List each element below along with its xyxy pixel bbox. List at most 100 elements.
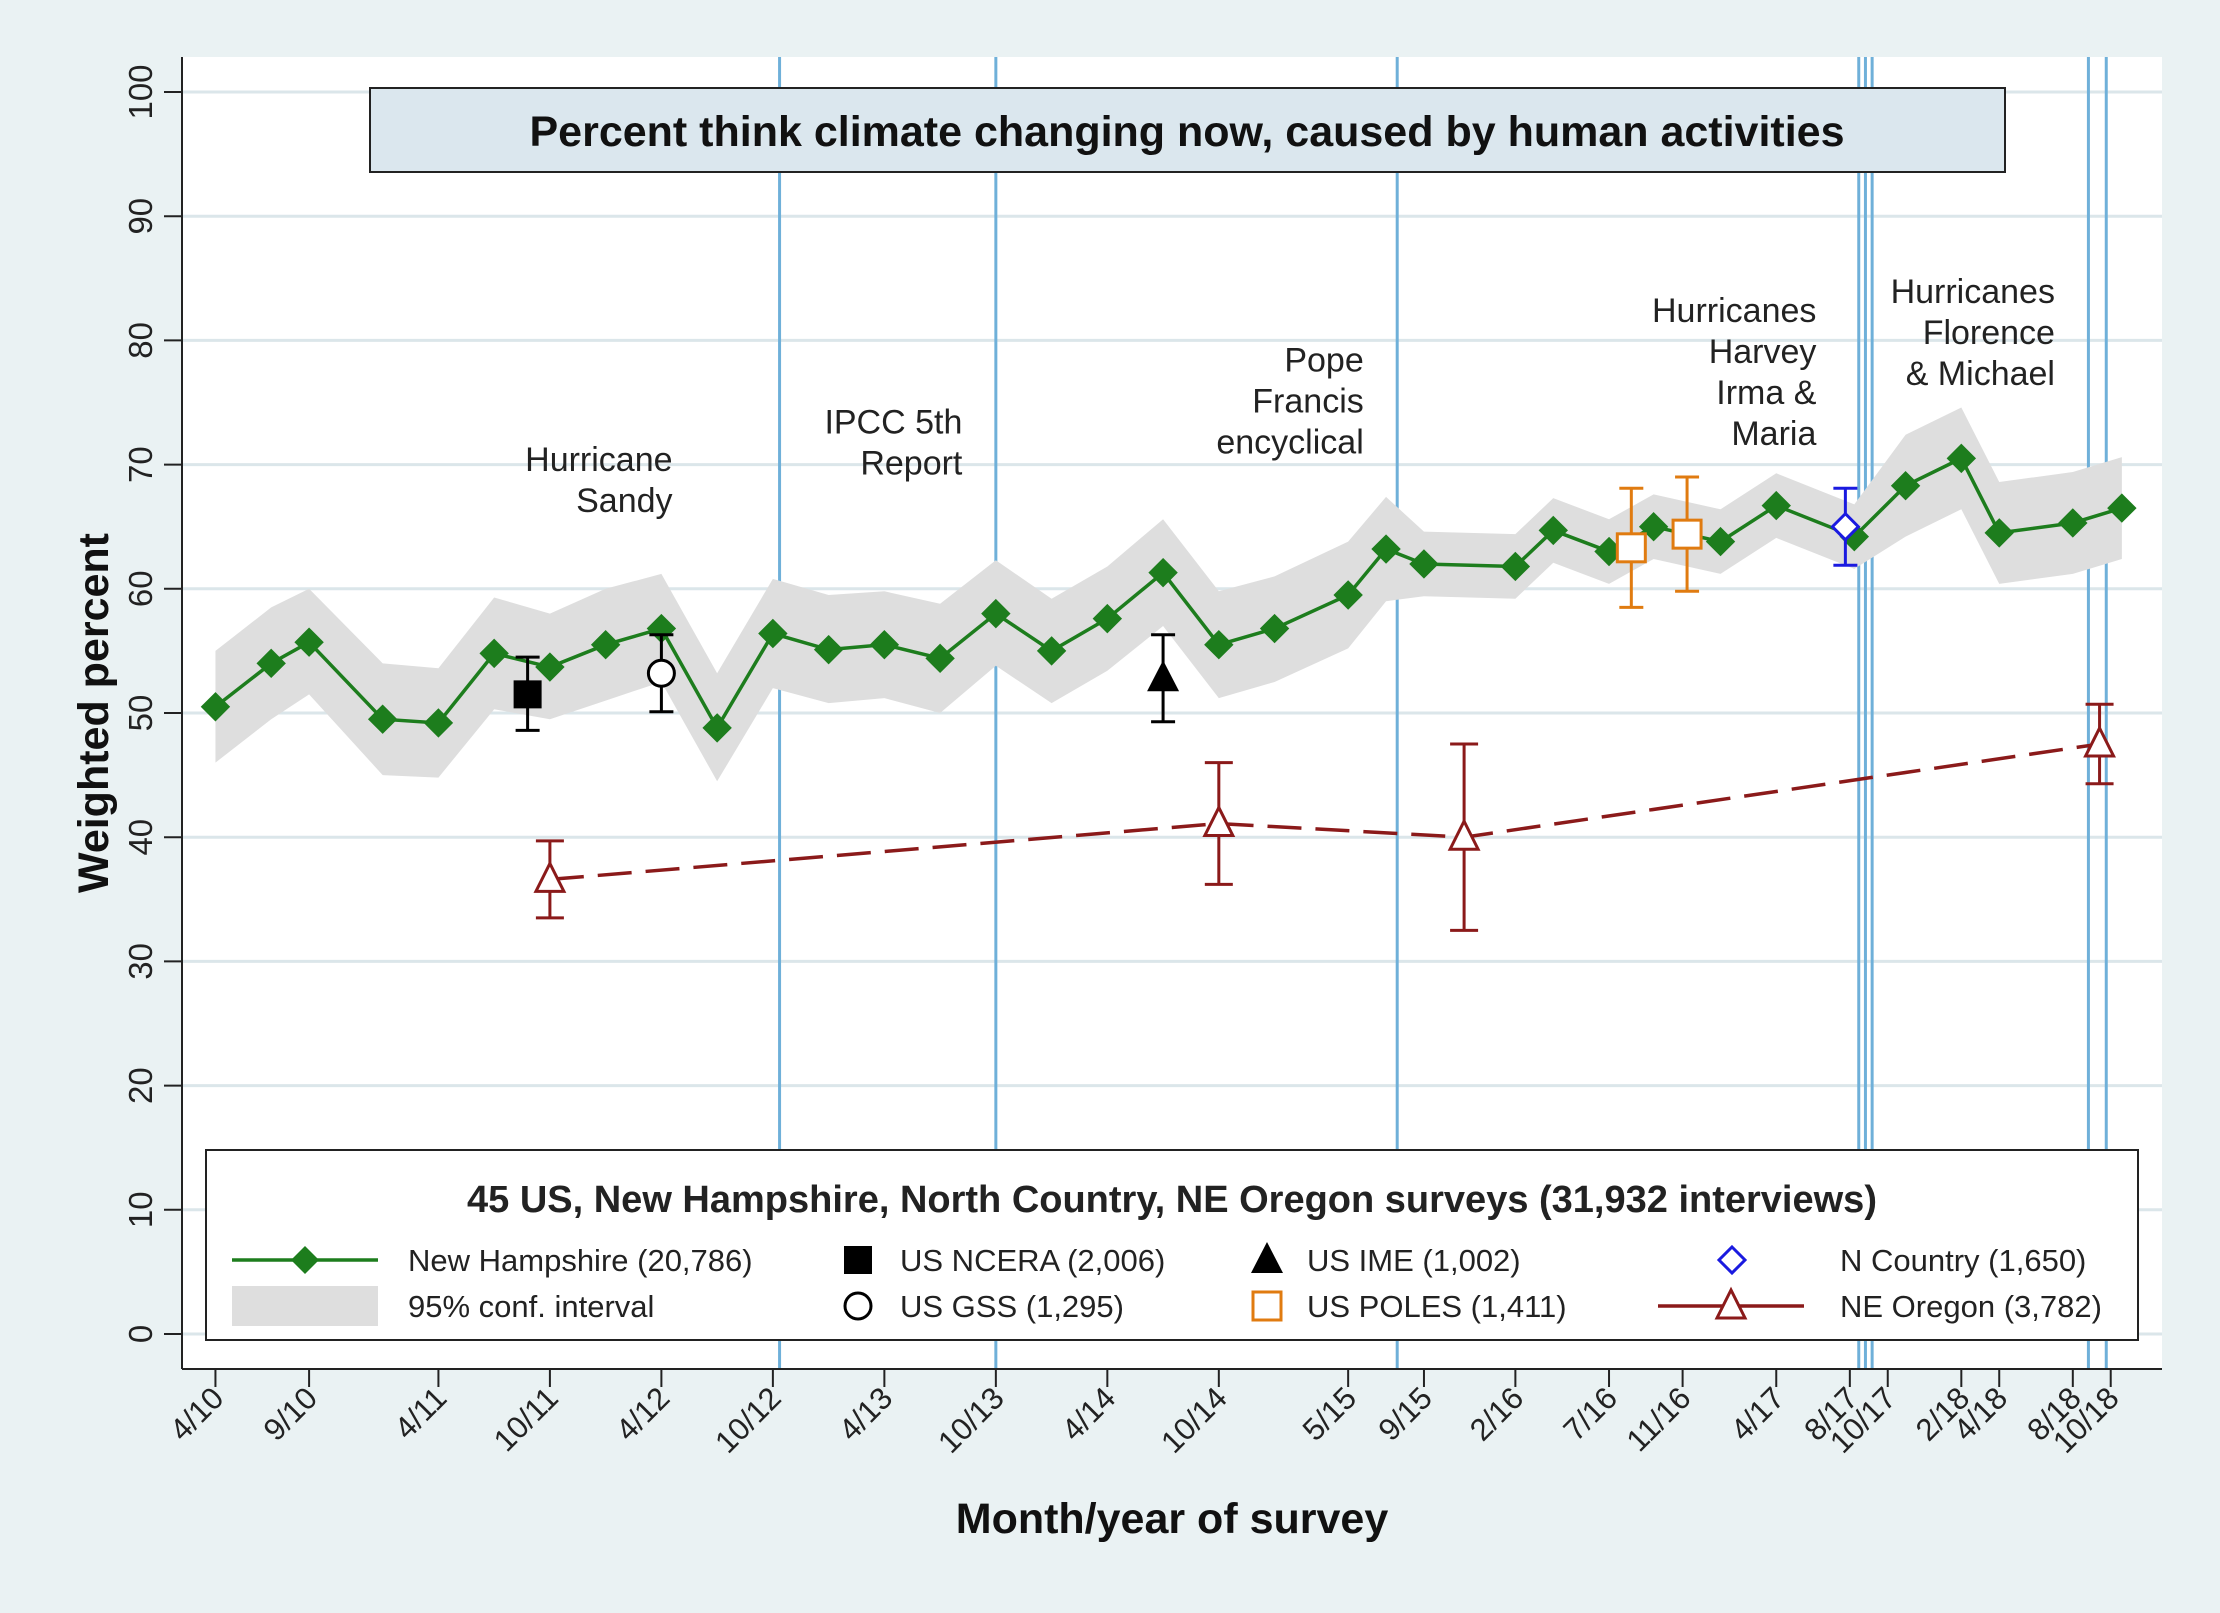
y-tick-label-0: 0 [122,1325,159,1343]
us-poles-3-point [1615,532,1647,564]
new-hampshire-point-9 [702,713,732,743]
legend-key-ne-oregon-marker [1714,1286,1748,1320]
new-hampshire-point-11 [813,634,844,665]
ci-band [215,407,2122,782]
new-hampshire-point-22 [1409,549,1439,579]
legend-key-ci-band [232,1286,378,1326]
legend-key-us-ime [1251,1242,1283,1273]
new-hampshire-point-24 [1538,515,1568,546]
new-hampshire-point-16 [1092,603,1123,634]
legend-label-us-poles: US POLES (1,411) [1307,1289,1567,1324]
x-tick-label-10-12: 10/12 [708,1380,788,1460]
series-layer [200,443,2137,932]
event-label-harvey: Harvey [1709,333,1817,371]
x-tick-label-4-11: 4/11 [388,1380,454,1446]
event-label-pope: Pope [1284,341,1363,379]
x-tick-label-4-13: 4/13 [832,1380,899,1447]
new-hampshire-point-17 [1148,557,1178,588]
new-hampshire-point-4 [423,708,454,738]
y-tick-label-30: 30 [122,943,159,980]
x-tick-label-5-15: 5/15 [1296,1380,1363,1447]
y-tick-label-60: 60 [122,570,159,607]
n-country-5-point [1830,511,1861,542]
x-tick-label-4-17: 4/17 [1724,1380,1791,1447]
y-tick-label-100: 100 [122,64,159,119]
y-tick-label-10: 10 [122,1191,159,1228]
y-tick-label-70: 70 [122,446,159,483]
event-label-hurricanes: Hurricanes [1891,273,2055,311]
legend-key-n-country [1716,1244,1748,1276]
legend-label-n-country: N Country (1,650) [1840,1243,2086,1278]
us-gss-1-point [646,658,676,688]
event-label-maria: Maria [1731,415,1816,453]
legend-label-new-hampshire: New Hampshire (20,786) [408,1243,753,1278]
event-label-report: Report [860,445,963,483]
new-hampshire-point-23 [1500,551,1531,582]
x-tick-label-9-10: 9/10 [257,1380,324,1447]
legend-key-us-ncera [844,1246,872,1274]
legend-label-ci: 95% conf. interval [408,1289,654,1324]
x-tick-label-10-11: 10/11 [487,1380,565,1458]
event-label-irma: Irma & [1716,374,1816,412]
new-hampshire-point-15 [1036,636,1067,666]
new-hampshire-point-14 [981,598,1011,629]
new-hampshire-point-28 [1761,490,1791,521]
ne-oregon-point-0 [533,860,567,893]
legend-label-us-gss: US GSS (1,295) [900,1289,1124,1324]
ci-band-polygon [215,407,2122,782]
new-hampshire-point-1 [256,648,286,679]
us-ncera-0-point [513,680,542,709]
legend-keys [232,1242,1804,1326]
event-label-encyclical: encyclical [1216,423,1363,461]
chart-title: Percent think climate changing now, caus… [529,108,1844,156]
event-label-hurricanes: Hurricanes [1652,292,1816,330]
x-tick-label-10-14: 10/14 [1154,1380,1234,1460]
legend-label-us-ime: US IME (1,002) [1307,1243,1521,1278]
legend-key-us-gss [843,1291,873,1321]
legend-key-new-hampshire-marker [291,1246,319,1274]
us-poles-4-point [1671,518,1703,550]
ne-oregon-point-2 [1447,817,1481,851]
new-hampshire-point-6 [535,652,565,682]
x-tick-label-2-16: 2/16 [1463,1380,1530,1447]
new-hampshire-point-0 [200,692,231,722]
legend-title: 45 US, New Hampshire, North Country, NE … [467,1179,1877,1221]
new-hampshire-point-31 [1946,443,1977,474]
legend-label-us-ncera: US NCERA (2,006) [900,1243,1165,1278]
event-label-ipcc-5th: IPCC 5th [824,404,962,442]
new-hampshire-point-12 [869,629,900,660]
new-hampshire-point-33 [2058,508,2088,538]
new-hampshire-point-20 [1333,580,1363,610]
x-tick-label-4-14: 4/14 [1055,1380,1122,1447]
legend-label-ne-oregon: NE Oregon (3,782) [1840,1289,2102,1324]
event-label-francis: Francis [1252,382,1363,420]
new-hampshire-point-7 [590,629,621,660]
legend-key-us-poles [1251,1290,1283,1322]
new-hampshire-point-30 [1890,471,1921,501]
y-tick-label-40: 40 [122,819,159,856]
title-box: Percent think climate changing now, caus… [369,87,2006,173]
y-tick-label-50: 50 [122,695,159,732]
ne-oregon-point-1 [1202,804,1236,838]
new-hampshire-point-3 [367,704,398,734]
event-label-hurricane: Hurricane [525,441,672,479]
us-ime-2-point [1147,660,1180,692]
x-tick-label-4-10: 4/10 [163,1380,230,1447]
x-tick-label-9-15: 9/15 [1371,1380,1438,1447]
event-label-florence: Florence [1923,314,2055,352]
new-hampshire-point-10 [758,618,788,649]
x-axis-label: Month/year of survey [956,1495,1389,1543]
y-axis-label: Weighted percent [70,533,118,893]
event-label-sandy: Sandy [576,482,672,520]
new-hampshire-point-21 [1371,534,1401,564]
new-hampshire-point-2 [294,627,324,657]
y-tick-label-80: 80 [122,322,159,359]
x-tick-label-11-16: 11/16 [1620,1380,1698,1458]
ne-oregon-line [549,742,2100,882]
new-hampshire-point-32 [1984,518,2014,548]
us-points-layer [513,475,1861,732]
x-tick-label-10-13: 10/13 [931,1380,1011,1460]
new-hampshire-point-19 [1259,613,1290,644]
event-label-michael: & Michael [1906,355,2055,393]
